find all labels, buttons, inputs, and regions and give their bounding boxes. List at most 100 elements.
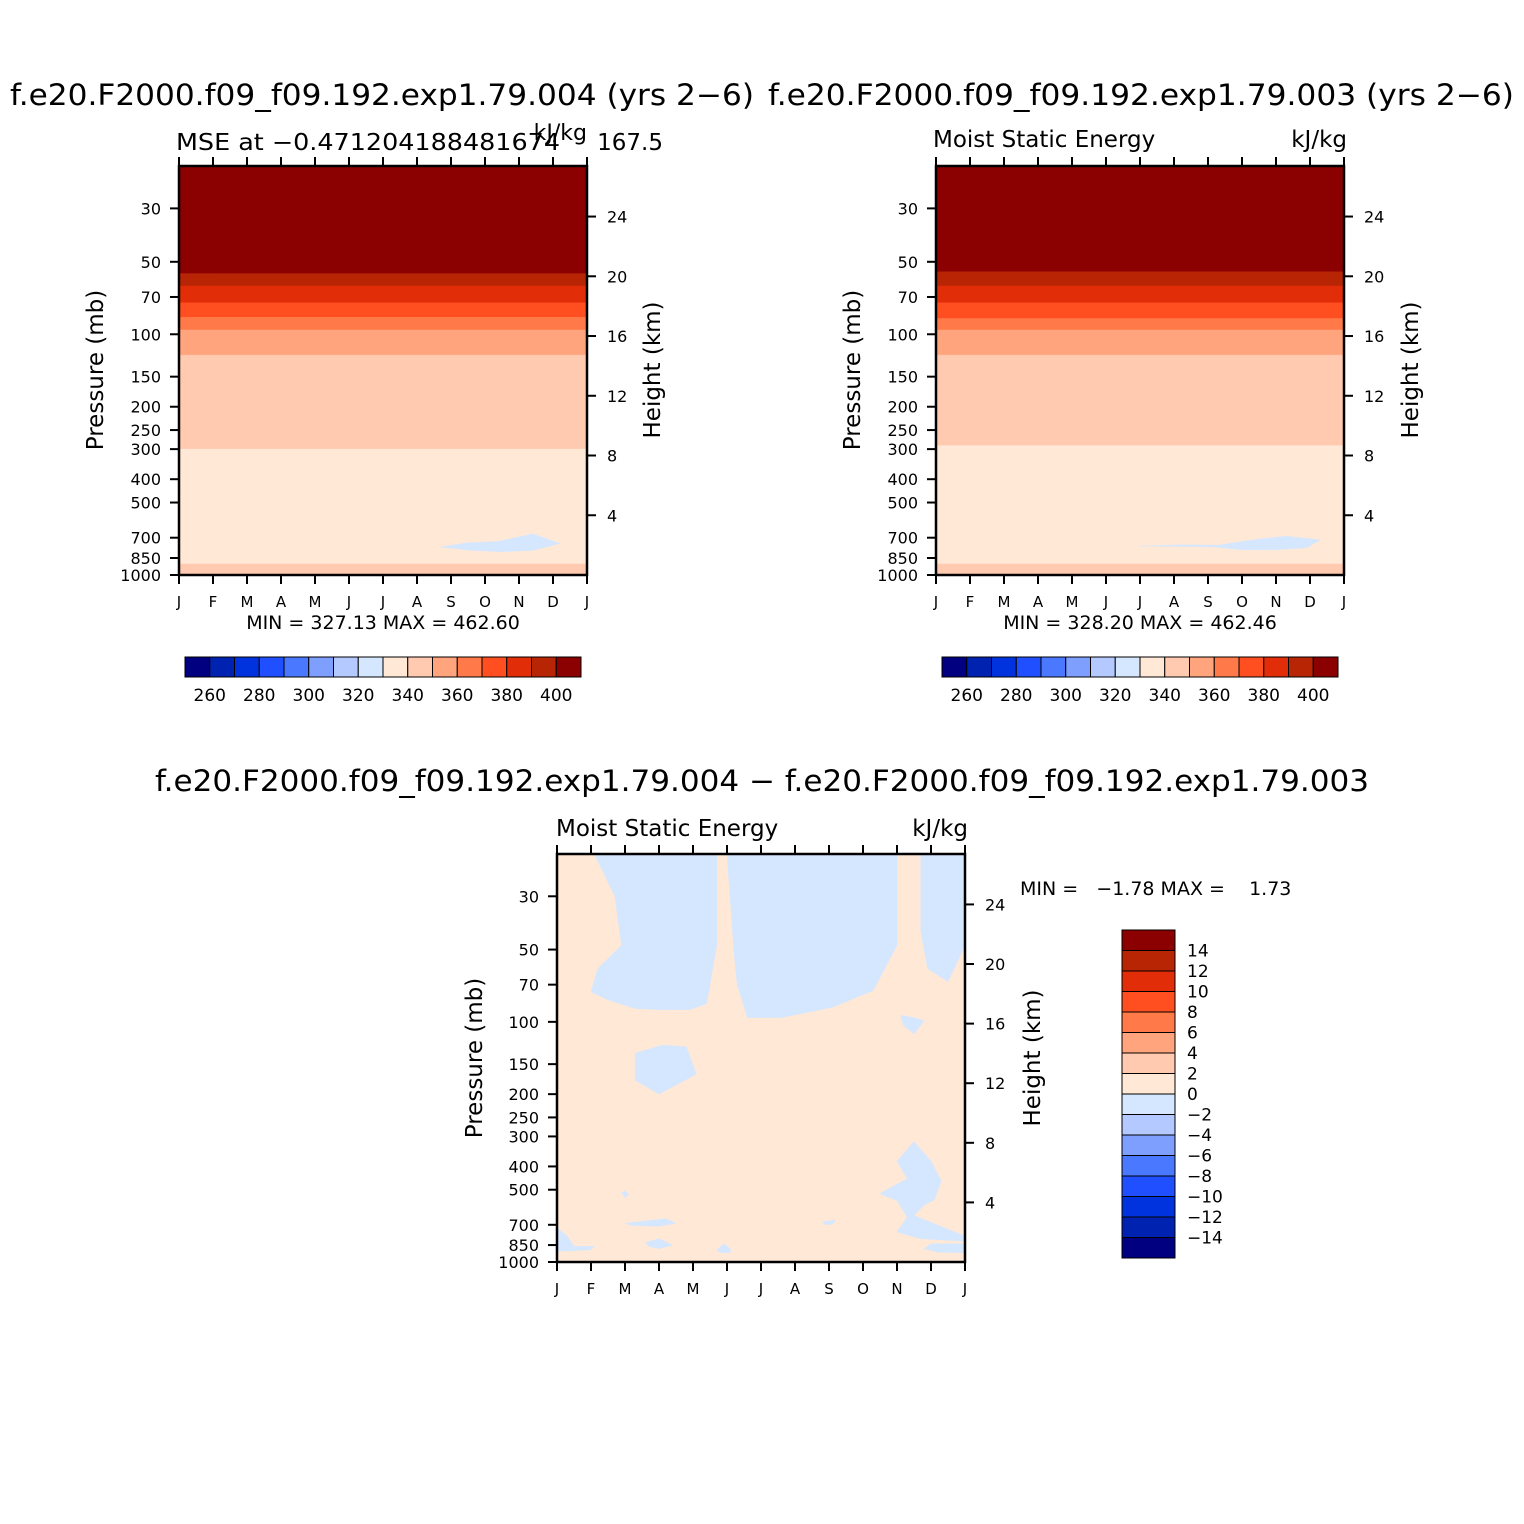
- colorbar-swatch: [1121, 1155, 1176, 1177]
- contour-band: [179, 329, 587, 358]
- colorbar-label: −6: [1187, 1147, 1212, 1167]
- colorbar-swatch: [1263, 656, 1289, 678]
- colorbar-swatch: [1312, 656, 1339, 678]
- colorbar-swatch: [1139, 656, 1166, 678]
- colorbar-label: 8: [1187, 1003, 1198, 1023]
- colorbar-label: 6: [1187, 1024, 1198, 1044]
- colorbar-label: 380: [1248, 686, 1280, 706]
- contour-region: [644, 1238, 674, 1249]
- colorbar-label: 320: [342, 686, 374, 706]
- panel-3-y-axis-label: Pressure (mb): [462, 978, 488, 1138]
- y-tick-label: 30: [141, 199, 161, 218]
- colorbar-label: 260: [194, 686, 226, 706]
- colorbar-swatch: [1121, 1237, 1176, 1259]
- colorbar-label: 360: [1198, 686, 1230, 706]
- contour-region: [590, 854, 718, 1010]
- y-tick-label: 250: [130, 421, 161, 440]
- y-tick-label: 500: [508, 1181, 539, 1200]
- colorbar-swatch: [1121, 929, 1176, 951]
- colorbar-label: −2: [1187, 1106, 1212, 1126]
- colorbar-swatch: [1121, 1093, 1176, 1115]
- colorbar-swatch: [382, 656, 409, 678]
- colorbar-label: 0: [1187, 1085, 1198, 1105]
- contour-region: [726, 854, 898, 1018]
- y-tick-label: 70: [141, 288, 161, 307]
- contour-region: [557, 1227, 595, 1252]
- y-tick-label: 850: [887, 549, 918, 568]
- y2-tick-label: 20: [607, 267, 627, 286]
- colorbar-swatch: [184, 656, 211, 678]
- y-tick-label: 250: [887, 421, 918, 440]
- x-tick-label: M: [687, 1280, 700, 1298]
- panel-3-min-max: MIN = −1.78 MAX = 1.73: [1020, 878, 1291, 900]
- y-tick-label: 400: [887, 470, 918, 489]
- y-tick-label: 30: [898, 199, 918, 218]
- x-tick-label: M: [998, 593, 1011, 611]
- colorbar-swatch: [1121, 950, 1176, 972]
- x-tick-label: M: [1066, 593, 1079, 611]
- colorbar-swatch: [1121, 1216, 1176, 1238]
- x-tick-label: J: [554, 1280, 559, 1298]
- y2-tick-label: 12: [985, 1074, 1005, 1093]
- contour-band: [936, 563, 1344, 575]
- colorbar-swatch: [1090, 656, 1116, 678]
- contour-region: [634, 1044, 697, 1095]
- contour-region: [716, 1243, 731, 1253]
- colorbar-swatch: [941, 656, 968, 678]
- y2-tick-label: 8: [607, 447, 617, 466]
- y2-tick-label: 12: [607, 387, 627, 406]
- colorbar-label: 2: [1187, 1065, 1198, 1085]
- y2-tick-label: 8: [985, 1134, 995, 1153]
- colorbar-swatch: [1121, 1032, 1176, 1054]
- colorbar-swatch: [1121, 1134, 1176, 1156]
- colorbar-swatch: [1121, 1011, 1176, 1033]
- x-tick-label: A: [790, 1280, 801, 1298]
- colorbar-label: 300: [293, 686, 325, 706]
- y-tick-label: 400: [130, 470, 161, 489]
- x-tick-label: O: [1236, 593, 1248, 611]
- x-tick-label: O: [479, 593, 491, 611]
- colorbar-label: 14: [1187, 942, 1209, 962]
- y-tick-label: 250: [508, 1108, 539, 1127]
- y-tick-label: 500: [130, 494, 161, 513]
- x-tick-label: F: [587, 1280, 596, 1298]
- colorbar-swatch: [481, 656, 508, 678]
- colorbar-swatch: [1288, 656, 1314, 678]
- y-tick-label: 150: [508, 1055, 539, 1074]
- panel-2-y-axis-label: Pressure (mb): [840, 290, 866, 450]
- x-tick-label: J: [758, 1280, 763, 1298]
- panel-mse-difference: f.e20.F2000.f09_f09.192.exp1.79.004 − f.…: [155, 764, 1369, 1298]
- colorbar-swatch: [1121, 1052, 1176, 1074]
- y-tick-label: 700: [887, 529, 918, 548]
- colorbar-label: 280: [243, 686, 275, 706]
- x-tick-label: J: [724, 1280, 729, 1298]
- y-tick-label: 100: [508, 1013, 539, 1032]
- contour-region: [900, 1015, 925, 1035]
- x-tick-label: J: [962, 1280, 967, 1298]
- y2-tick-label: 16: [607, 327, 627, 346]
- panel-1-min-max: MIN = 327.13 MAX = 462.60: [246, 612, 520, 634]
- y-tick-label: 500: [887, 494, 918, 513]
- colorbar-swatch: [333, 656, 359, 678]
- panel-2-left-string: Moist Static Energy: [933, 127, 1155, 153]
- panel-3-y2-axis-label: Height (km): [1020, 989, 1046, 1126]
- contour-region: [821, 1219, 837, 1226]
- contour-band: [179, 448, 587, 570]
- y-tick-label: 700: [508, 1216, 539, 1235]
- colorbar-label: 12: [1187, 962, 1209, 982]
- y-tick-label: 700: [130, 529, 161, 548]
- y-tick-label: 1000: [498, 1253, 539, 1272]
- contour-band: [936, 445, 1344, 570]
- panel-mse-case-004: f.e20.F2000.f09_f09.192.exp1.79.004 (yrs…: [10, 78, 754, 706]
- x-tick-label: A: [1033, 593, 1044, 611]
- y-tick-label: 100: [130, 325, 161, 344]
- colorbar-swatch: [1114, 656, 1141, 678]
- x-tick-label: D: [1304, 593, 1316, 611]
- x-tick-label: N: [1270, 593, 1281, 611]
- x-tick-label: J: [380, 593, 385, 611]
- colorbar-label: 340: [392, 686, 424, 706]
- colorbar-label: −10: [1187, 1188, 1223, 1208]
- colorbar-swatch: [432, 656, 458, 678]
- y-tick-label: 100: [887, 325, 918, 344]
